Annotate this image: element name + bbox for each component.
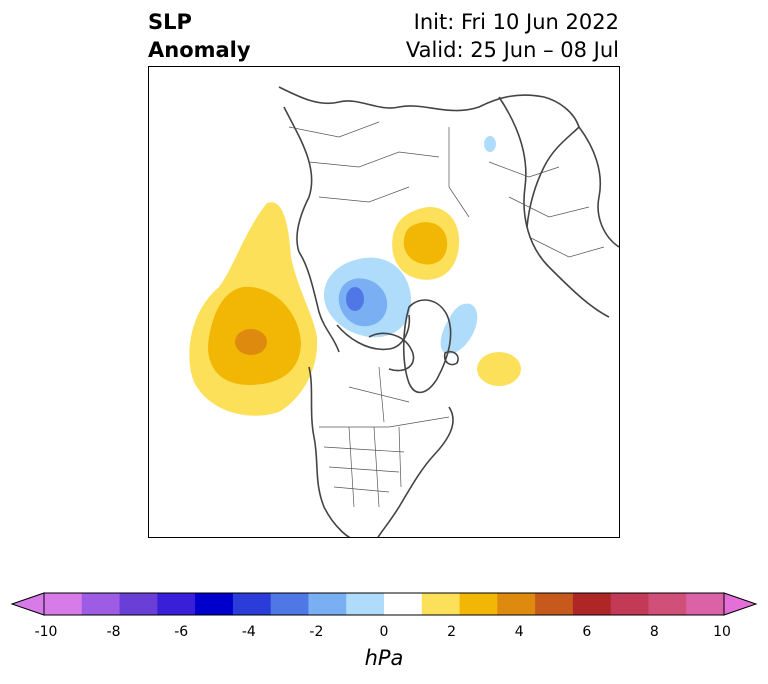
valid-range: Valid: 25 Jun – 08 Jul bbox=[405, 38, 619, 62]
colorbar-extend-max bbox=[723, 592, 758, 616]
colorbar-segment bbox=[44, 593, 83, 615]
colorbar-segment bbox=[157, 593, 196, 615]
colorbar-segment bbox=[572, 593, 612, 615]
colorbar-extend-min bbox=[10, 592, 45, 616]
colorbar-segment bbox=[119, 593, 158, 615]
colorbar-tick-label: -10 bbox=[34, 624, 58, 640]
positive-anomaly-barents-sea bbox=[392, 206, 460, 280]
colorbar-tick-label: -6 bbox=[174, 624, 189, 640]
colorbar-tick-label: -4 bbox=[241, 624, 256, 640]
colorbar-tick-label: 6 bbox=[582, 624, 592, 640]
colorbar-segment bbox=[232, 593, 272, 615]
colorbar-segment bbox=[686, 593, 725, 615]
colorbar-segment bbox=[648, 593, 687, 615]
positive-anomaly-north-atlantic bbox=[477, 352, 521, 386]
colorbar-tick-label: -8 bbox=[106, 624, 121, 640]
coastlines bbox=[278, 86, 619, 537]
colorbar-tick-label: 0 bbox=[379, 624, 389, 640]
colorbar-segment bbox=[497, 593, 536, 615]
colorbar-segment bbox=[81, 593, 121, 615]
title-anomaly: Anomaly bbox=[148, 38, 251, 62]
colorbar-segment bbox=[459, 593, 498, 615]
anomaly-map bbox=[148, 66, 620, 538]
colorbar-unit: hPa bbox=[364, 646, 404, 670]
negative-anomaly-hudson-bay bbox=[324, 257, 412, 338]
colorbar-segment bbox=[610, 593, 649, 615]
colorbar-segment bbox=[535, 593, 574, 615]
colorbar-tick-label: -2 bbox=[309, 624, 324, 640]
colorbar-tick-label: 4 bbox=[514, 624, 524, 640]
colorbar-svg bbox=[10, 592, 758, 616]
colorbar-segment bbox=[384, 593, 423, 615]
colorbar-tick-label: 8 bbox=[649, 624, 659, 640]
colorbar-segment bbox=[195, 593, 234, 615]
forecast-dates: Init: Fri 10 Jun 2022 Valid: 25 Jun – 08… bbox=[406, 8, 619, 64]
init-date: Init: Fri 10 Jun 2022 bbox=[413, 10, 619, 34]
colorbar bbox=[10, 588, 758, 620]
colorbar-segment bbox=[346, 593, 385, 615]
map-title: SLP Anomaly bbox=[148, 8, 251, 64]
negative-anomaly-greenland-sea bbox=[440, 303, 478, 354]
colorbar-tick-label: 10 bbox=[713, 624, 731, 640]
negative-anomaly-siberia bbox=[484, 136, 496, 152]
positive-anomaly-gulf-of-alaska bbox=[189, 202, 318, 416]
colorbar-segment bbox=[270, 593, 309, 615]
title-variable: SLP bbox=[148, 10, 192, 34]
map-canvas bbox=[189, 86, 619, 537]
colorbar-segment bbox=[308, 593, 347, 615]
colorbar-segment bbox=[421, 593, 461, 615]
colorbar-tick-label: 2 bbox=[447, 624, 457, 640]
political-borders bbox=[288, 121, 605, 508]
